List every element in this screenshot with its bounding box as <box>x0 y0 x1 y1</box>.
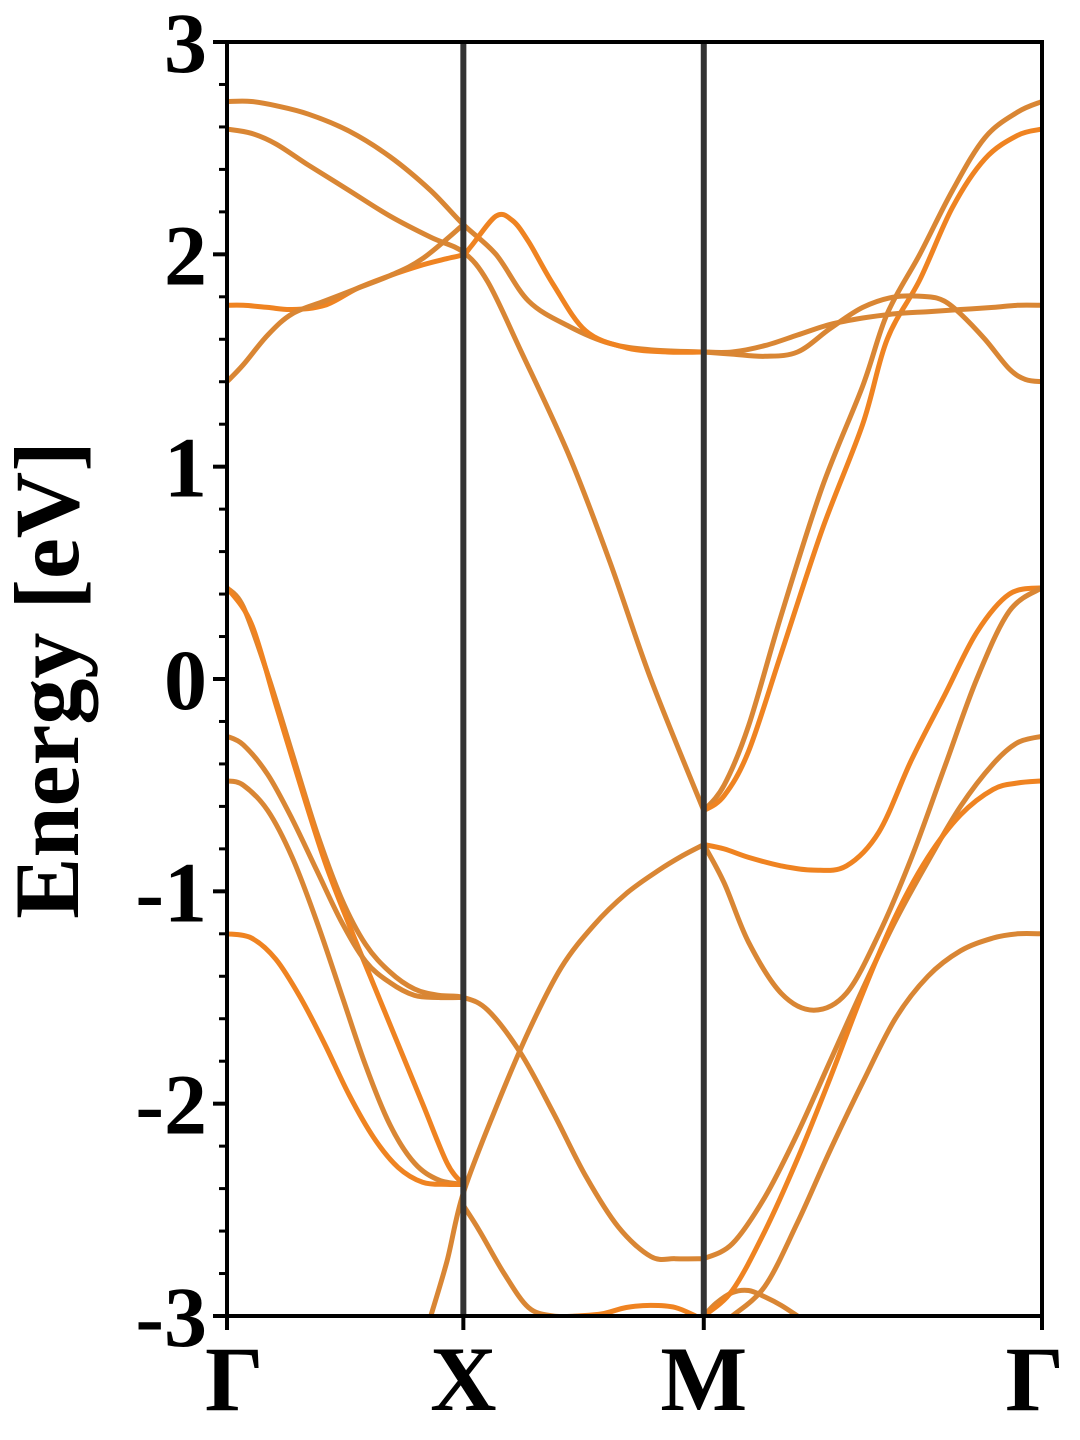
plot-frame <box>225 40 1044 1318</box>
band-line-6 <box>227 585 466 1187</box>
band-line-11 <box>460 1203 580 1316</box>
band-line-2 <box>227 126 707 814</box>
y-tick-label: -2 <box>135 1057 207 1153</box>
x-tick-label: Γ <box>205 1328 264 1430</box>
band-line-22 <box>729 930 1042 1316</box>
band-line-21 <box>701 778 1042 1316</box>
y-tick-label: -1 <box>135 844 207 940</box>
band-line-19 <box>701 585 1042 1013</box>
band-line-10 <box>428 842 707 1316</box>
x-tick-label: X <box>430 1328 496 1430</box>
band-lines <box>227 98 1042 1316</box>
x-tick-label: Γ <box>1005 1328 1064 1430</box>
band-line-4 <box>227 222 466 385</box>
band-line-20 <box>701 733 1042 1262</box>
band-line-13 <box>701 1287 800 1316</box>
y-tick-label: 0 <box>164 632 207 728</box>
band-line-8 <box>227 778 466 1187</box>
y-tick-label: -3 <box>135 1269 207 1365</box>
y-axis-label: Energy [eV] <box>0 441 98 919</box>
x-tick-label: M <box>660 1328 747 1430</box>
band-line-14 <box>701 99 1042 814</box>
band-line-17 <box>701 293 1042 385</box>
y-tick-label: 1 <box>164 420 207 516</box>
band-line-18 <box>701 585 1042 873</box>
y-tick-label: 2 <box>164 207 207 303</box>
y-axis-ticks: 3 2 1 0 -1 -2 -3 <box>135 0 227 1365</box>
y-tick-label: 3 <box>164 0 207 91</box>
band-line-15 <box>701 126 1042 814</box>
band-line-7 <box>227 733 466 1001</box>
band-line-16 <box>701 302 1042 355</box>
band-line-9 <box>227 931 466 1188</box>
high-symmetry-separators <box>460 42 707 1316</box>
